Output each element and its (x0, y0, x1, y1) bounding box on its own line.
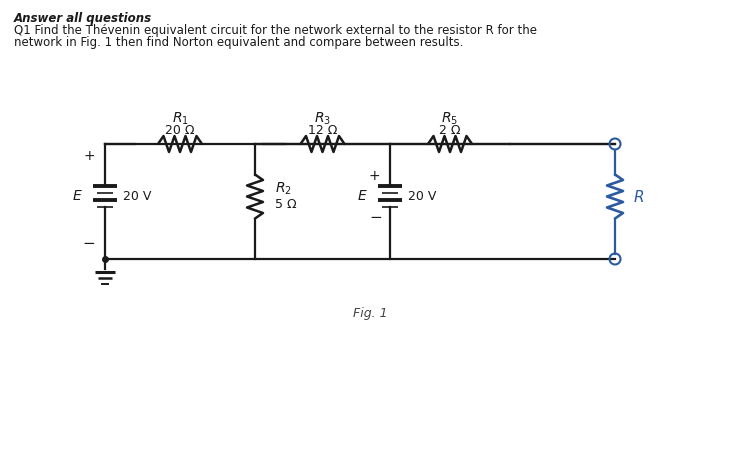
Text: −: − (82, 237, 95, 252)
Text: $R_1$: $R_1$ (172, 111, 188, 127)
Text: $E$: $E$ (72, 189, 82, 203)
Text: network in Fig. 1 then find Norton equivalent and compare between results.: network in Fig. 1 then find Norton equiv… (14, 36, 464, 49)
Text: 20 V: 20 V (123, 190, 152, 203)
Text: Answer all questions: Answer all questions (14, 12, 152, 25)
Text: +: + (83, 149, 94, 163)
Text: −: − (370, 209, 382, 224)
Text: $R_3$: $R_3$ (314, 111, 331, 127)
Text: $R$: $R$ (633, 188, 644, 204)
Text: 20 Ω: 20 Ω (165, 124, 195, 138)
Text: Q1 Find the Thévenin equivalent circuit for the network external to the resistor: Q1 Find the Thévenin equivalent circuit … (14, 24, 537, 37)
Text: $E$: $E$ (357, 189, 368, 203)
Text: 12 Ω: 12 Ω (308, 124, 338, 138)
Text: $R_5$: $R_5$ (442, 111, 458, 127)
Text: 2 Ω: 2 Ω (440, 124, 460, 138)
Text: +: + (368, 169, 380, 183)
Text: 20 V: 20 V (408, 190, 436, 203)
Text: Fig. 1: Fig. 1 (352, 307, 387, 321)
Text: $R_2$: $R_2$ (275, 180, 292, 197)
Text: 5 Ω: 5 Ω (275, 198, 296, 211)
